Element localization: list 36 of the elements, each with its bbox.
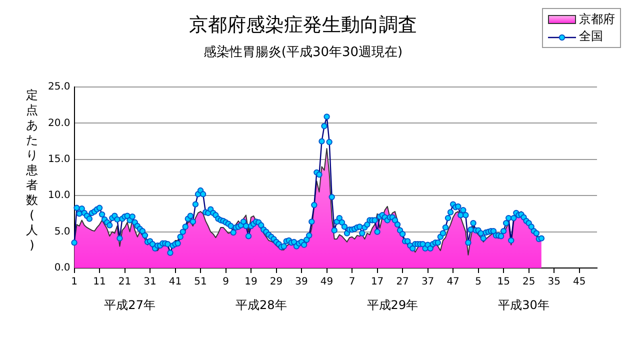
x-tick-label: 47 [446, 276, 460, 288]
legend-label: 京都府 [579, 11, 615, 28]
x-tick-label: 25 [522, 276, 536, 288]
x-tick-label: 29 [270, 276, 283, 288]
text: 平成29年 [366, 298, 418, 312]
legend-label: 全国 [579, 28, 603, 45]
text: 平成28年 [235, 298, 287, 312]
y-tick-label: 10.0 [48, 190, 70, 202]
y-tick-label: 15.0 [48, 154, 70, 165]
x-tick-label: 45 [572, 276, 586, 288]
x-tick-label: 17 [370, 276, 384, 288]
x-tick-label: 11 [93, 276, 106, 288]
x-tick-label: 7 [348, 276, 356, 288]
y-tick-label: 25.0 [48, 82, 70, 93]
y-tick-label: 5.0 [54, 226, 70, 238]
x-tick-label: 51 [194, 276, 207, 288]
text: 定点あたり患者数(人) [26, 88, 38, 252]
x-tick-label: 21 [118, 276, 132, 288]
x-tick-label: 31 [144, 276, 156, 288]
x-tick-label: 41 [168, 276, 182, 288]
y-tick-label: 0.0 [54, 262, 70, 274]
x-tick-label: 49 [320, 276, 334, 288]
text: 平成27年 [104, 298, 156, 312]
x-tick-label: 19 [244, 276, 258, 288]
chart-subtitle: 感染性胃腸炎(平成30年30週現在) [202, 44, 404, 61]
x-tick-label: 15 [497, 276, 510, 288]
x-tick-label: 5 [475, 276, 482, 288]
x-tick-label: 9 [222, 276, 229, 288]
x-tick-label: 35 [548, 276, 560, 288]
chart-title: 京都府感染症発生動向調査 [189, 14, 417, 36]
x-tick-label: 39 [295, 276, 308, 288]
x-tick-label: 37 [421, 276, 434, 288]
x-tick-label: 27 [396, 276, 409, 288]
x-tick-label: 1 [71, 276, 78, 288]
text: 平成30年 [498, 298, 550, 312]
y-tick-label: 20.0 [48, 118, 70, 129]
